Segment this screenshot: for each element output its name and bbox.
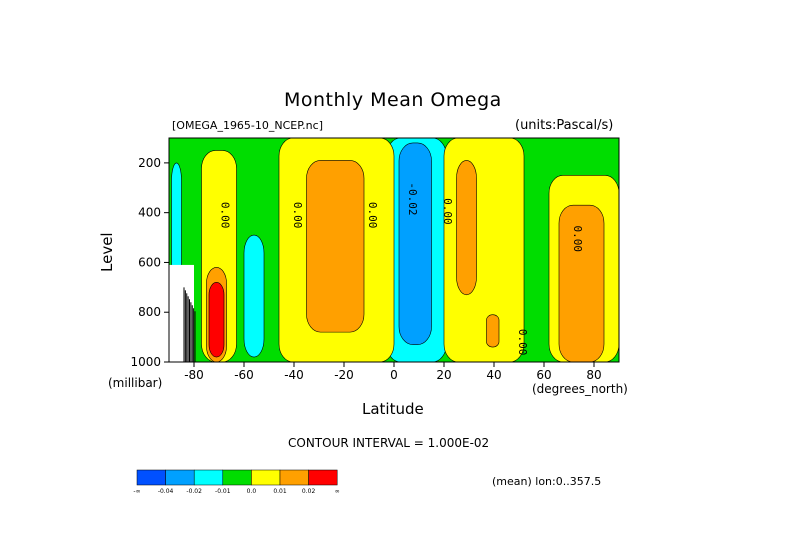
colorbar-swatch [279,469,309,486]
colorbar-label: 0.0 [247,488,257,495]
colorbar-label: 0.02 [302,488,316,495]
contour-label: 0.00 [441,198,454,225]
colorbar-label: -0.04 [158,488,174,495]
contour-label: 0.00 [516,329,529,356]
colorbar-swatch [308,469,338,486]
x-tick-label: -20 [334,368,354,382]
x-axis-label: Latitude [362,400,424,418]
y-tick-label: 800 [138,305,161,319]
contour-region [456,160,477,296]
contour-region [243,234,265,358]
colorbar-swatch [193,469,224,486]
contour-interval-label: CONTOUR INTERVAL = 1.000E-02 [288,436,490,450]
x-tick-label: 20 [436,368,451,382]
colorbar-label: -∞ [133,488,140,495]
mean-longitude-label: (mean) lon:0..357.5 [492,475,602,488]
contour-region [306,160,365,333]
contour-region [208,282,225,358]
x-tick-label: 40 [486,368,501,382]
chart-title: Monthly Mean Omega [284,89,502,111]
contour-region [398,142,432,345]
contour-label: 0.00 [219,202,232,229]
y-tick-label: 1000 [130,355,161,369]
colorbar-swatch [222,469,252,486]
y-tick-label: 600 [138,255,161,269]
dataset-label: [OMEGA_1965-10_NCEP.nc] [172,119,323,132]
x-tick-label: -60 [234,368,254,382]
contour-label: 0.00 [366,202,379,229]
x-tick-label: -40 [284,368,304,382]
x-tick-label: -80 [184,368,204,382]
colorbar-swatch [165,469,195,486]
x-tick-label: 80 [586,368,601,382]
units-label: (units:Pascal/s) [515,118,614,133]
contour-label: -0.02 [406,182,419,215]
colorbar-label: 0.01 [273,488,287,495]
colorbar-label: ∞ [335,488,340,495]
y-tick-label: 200 [138,156,161,170]
x-axis-unit: (degrees_north) [532,382,628,396]
contour-region [486,314,500,348]
y-tick-label: 400 [138,206,161,220]
colorbar-swatch [251,469,281,486]
colorbar-swatch [136,469,166,486]
contour-label: 0.00 [291,202,304,229]
colorbar-label: -0.01 [215,488,231,495]
x-tick-label: 60 [536,368,551,382]
y-axis-unit: (millibar) [108,376,163,390]
x-tick-label: 0 [390,368,398,382]
contour-label: 0.00 [571,226,584,253]
colorbar-label: -0.02 [186,488,202,495]
